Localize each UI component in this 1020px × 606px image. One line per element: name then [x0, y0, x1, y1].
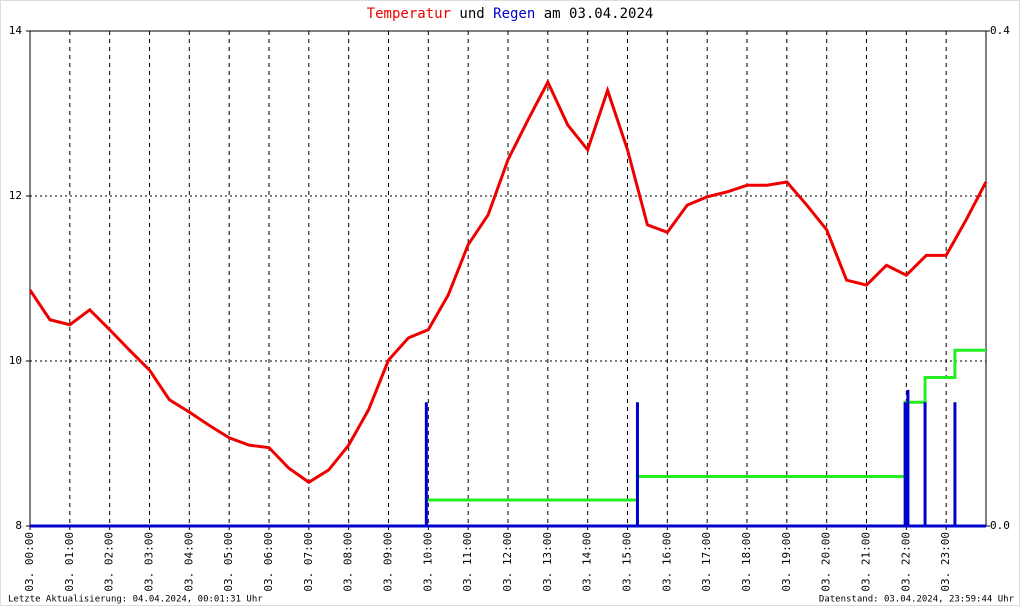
x-tick-label: 03. 23:00 — [939, 532, 952, 592]
series-line — [28, 78, 988, 485]
footer-right: Datenstand: 03.04.2024, 23:59:44 Uhr — [819, 595, 1015, 605]
x-tick-label: 03. 09:00 — [382, 532, 395, 592]
x-tick-label: 03. 15:00 — [621, 532, 634, 592]
x-tick-label: 03. 18:00 — [740, 532, 753, 592]
title-und: und — [459, 6, 484, 22]
x-tick-label: 03. 14:00 — [581, 532, 594, 592]
x-tick-label: 03. 03:00 — [143, 532, 156, 592]
title-date: am 03.04.2024 — [544, 6, 654, 22]
y2-tick-label: 0.4 — [990, 24, 1010, 37]
x-tick-label: 03. 00:00 — [23, 532, 36, 592]
x-tick-label: 03. 10:00 — [421, 532, 434, 592]
x-tick-label: 03. 21:00 — [860, 532, 873, 592]
x-tick-label: 03. 04:00 — [182, 532, 195, 592]
x-tick-label: 03. 07:00 — [302, 532, 315, 592]
x-tick-label: 03. 20:00 — [820, 532, 833, 592]
x-tick-label: 03. 08:00 — [342, 532, 355, 592]
x-tick-label: 03. 19:00 — [780, 532, 793, 592]
x-tick-label: 03. 01:00 — [63, 532, 76, 592]
x-tick-label: 03. 16:00 — [660, 532, 673, 592]
y-tick-label: 8 — [15, 519, 22, 532]
y-tick-label: 14 — [9, 24, 23, 37]
y-tick-label: 12 — [9, 189, 22, 202]
x-tick-label: 03. 06:00 — [262, 532, 275, 592]
y-tick-label: 10 — [9, 354, 22, 367]
x-tick-label: 03. 02:00 — [103, 532, 116, 592]
x-tick-label: 03. 05:00 — [222, 532, 235, 592]
x-tick-label: 03. 13:00 — [541, 532, 554, 592]
chart-title: Temperatur und Regen am 03.04.2024 — [367, 6, 654, 22]
x-tick-label: 03. 22:00 — [899, 532, 912, 592]
x-tick-label: 03. 17:00 — [700, 532, 713, 592]
title-temperatur: Temperatur — [367, 6, 451, 22]
x-tick-label: 03. 12:00 — [501, 532, 514, 592]
x-tick-label: 03. 11:00 — [461, 532, 474, 592]
y2-tick-label: 0.0 — [990, 519, 1010, 532]
footer-left: Letzte Aktualisierung: 04.04.2024, 00:01… — [8, 595, 263, 605]
title-regen: Regen — [493, 6, 535, 22]
